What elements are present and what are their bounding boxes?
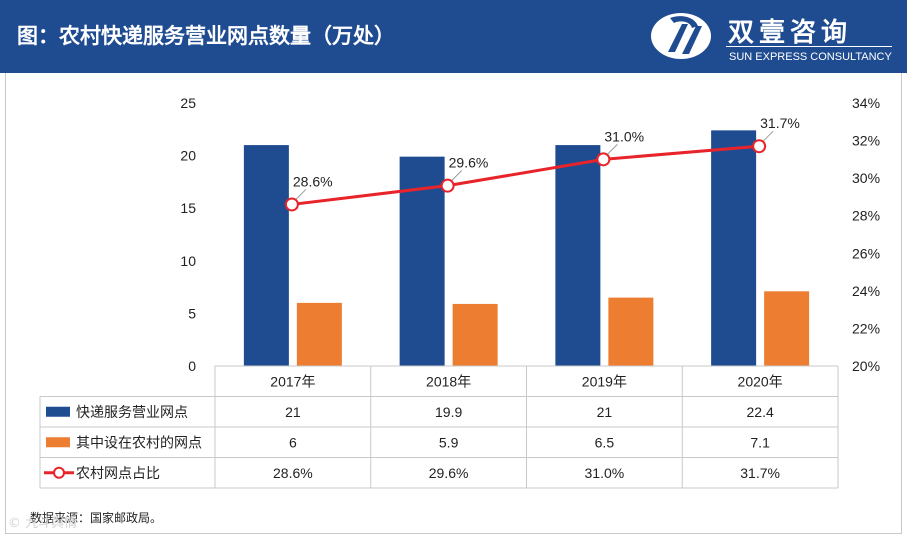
table-cell-value: 21	[597, 404, 613, 420]
share-data-label: 29.6%	[449, 155, 489, 171]
brand-name: 双壹咨询	[728, 18, 853, 48]
bar-rural-3	[764, 291, 810, 366]
legend-swatch	[46, 437, 70, 448]
bar-rural-1	[452, 303, 498, 366]
table-cell-value: 29.6%	[429, 465, 469, 481]
share-point-1	[440, 178, 455, 193]
brand-divider	[726, 46, 892, 47]
share-point-3	[752, 139, 767, 154]
y-right-tick-label: 26%	[852, 245, 880, 261]
y-right-tick-label: 20%	[852, 358, 880, 374]
table-cell-value: 19.9	[435, 404, 462, 420]
table-cell-value: 28.6%	[273, 465, 313, 481]
table-cell-value: 31.7%	[740, 465, 780, 481]
y-right-tick-label: 24%	[852, 283, 880, 299]
table-cell-value: 21	[285, 404, 301, 420]
bar-total-0	[243, 145, 289, 366]
logo-icon	[651, 13, 711, 59]
share-data-label: 31.0%	[604, 128, 644, 144]
y-right-tick-label: 28%	[852, 208, 880, 224]
category-label: 2019年	[582, 373, 627, 389]
chart-frame	[5, 73, 902, 534]
data-label-leader	[607, 144, 618, 155]
series-legend-label: 快递服务营业网点	[76, 404, 188, 420]
table-cell-value: 6.5	[595, 434, 615, 450]
bar-rural-2	[608, 297, 654, 366]
y-left-tick-label: 5	[188, 305, 196, 321]
bar-total-3	[711, 130, 757, 366]
share-data-label: 28.6%	[293, 173, 333, 189]
y-right-tick-label: 34%	[852, 95, 880, 111]
y-left-tick-label: 20	[180, 148, 196, 164]
category-label: 2020年	[738, 373, 783, 389]
share-data-label: 31.7%	[760, 115, 800, 131]
y-left-tick-label: 25	[180, 95, 196, 111]
data-label-leader	[762, 130, 774, 142]
table-cell-value: 5.9	[439, 434, 459, 450]
share-line	[291, 144, 760, 206]
share-point-0	[284, 197, 299, 212]
y-right-tick-label: 22%	[852, 320, 880, 336]
category-label: 2018年	[426, 373, 471, 389]
page-title: 图：农村快递服务营业网点数量（万处）	[17, 24, 395, 48]
table-cell-value: 6	[289, 434, 297, 450]
table-cell-value: 22.4	[747, 404, 774, 420]
bar-total-2	[555, 145, 601, 366]
y-left-tick-label: 10	[180, 253, 196, 269]
data-label-leader	[451, 170, 462, 182]
y-left-tick-label: 0	[188, 358, 196, 374]
y-right-tick-label: 30%	[852, 170, 880, 186]
series-legend-label: 其中设在农村的网点	[76, 434, 202, 450]
y-left-tick-label: 15	[180, 200, 196, 216]
table-cell-value: 31.0%	[585, 465, 625, 481]
data-source-note: 数据来源：国家邮政局。	[30, 511, 163, 525]
header-bar: 图：农村快递服务营业网点数量（万处） 双壹咨询 SUN EXPRESS CONS…	[0, 0, 907, 73]
data-label-leader	[295, 189, 307, 200]
table-cell-value: 7.1	[750, 434, 770, 450]
bar-rural-0	[296, 302, 342, 366]
legend-swatch	[46, 406, 70, 417]
brand-subtitle: SUN EXPRESS CONSULTANCY	[729, 51, 892, 63]
share-point-2	[596, 152, 611, 167]
watermark: © 九斗舆情	[8, 516, 78, 531]
category-label: 2017年	[270, 373, 315, 389]
series-legend-label: 农村网点占比	[76, 465, 160, 481]
legend-marker	[53, 466, 65, 479]
y-right-tick-label: 32%	[852, 133, 880, 149]
